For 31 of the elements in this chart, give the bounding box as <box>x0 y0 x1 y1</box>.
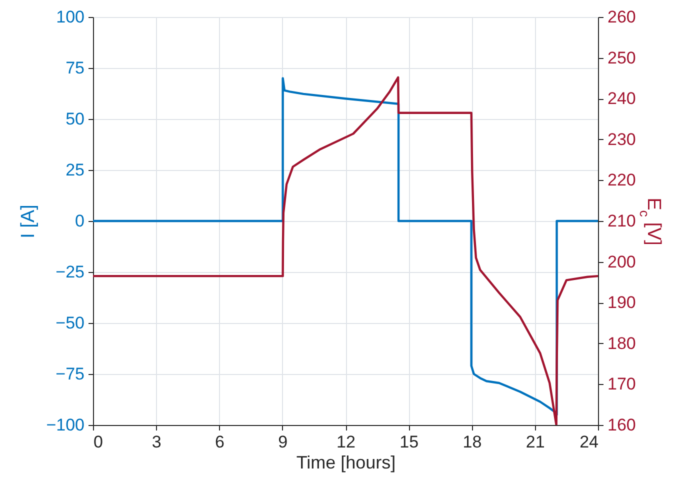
y2-tick-label: 210 <box>608 212 636 230</box>
y2-tick-label: 240 <box>608 89 636 108</box>
x-axis-title: Time [hours] <box>296 452 396 472</box>
y2-tick-label: 200 <box>608 252 636 272</box>
x-tick-label: 3 <box>152 432 162 452</box>
y-tick-label: 75 <box>66 58 84 78</box>
x-tick-label: 15 <box>400 432 419 452</box>
y-tick-label: −75 <box>56 364 84 384</box>
x-tick-label: 12 <box>336 432 356 452</box>
y2-tick-label: 260 <box>608 8 636 26</box>
y2-tick-label: 160 <box>608 416 636 434</box>
x-tick-label: 6 <box>215 432 224 452</box>
x-tick-label: 9 <box>278 432 288 452</box>
y-tick-label: −50 <box>56 314 84 332</box>
y2-tick-label: 250 <box>608 48 636 68</box>
y-tick-label: −100 <box>46 416 84 434</box>
x-tick-label: 24 <box>580 432 598 452</box>
y2-tick-label: 190 <box>608 293 636 312</box>
y-tick-label: 25 <box>66 160 84 180</box>
x-tick-label: 21 <box>526 432 545 452</box>
y2-tick-label: 170 <box>608 374 636 394</box>
y-tick-label: 0 <box>75 212 84 230</box>
y2-tick-label: 230 <box>608 130 636 149</box>
y2-tick-label: 180 <box>608 334 636 353</box>
y2-tick-label: 220 <box>608 170 636 190</box>
x-tick-label: 0 <box>94 432 103 452</box>
y-tick-label: 100 <box>56 8 84 26</box>
y-tick-label: −25 <box>56 262 84 282</box>
y-axis-title: I [A] <box>18 204 40 238</box>
x-tick-label: 18 <box>462 432 482 452</box>
y-tick-label: 50 <box>66 110 84 128</box>
